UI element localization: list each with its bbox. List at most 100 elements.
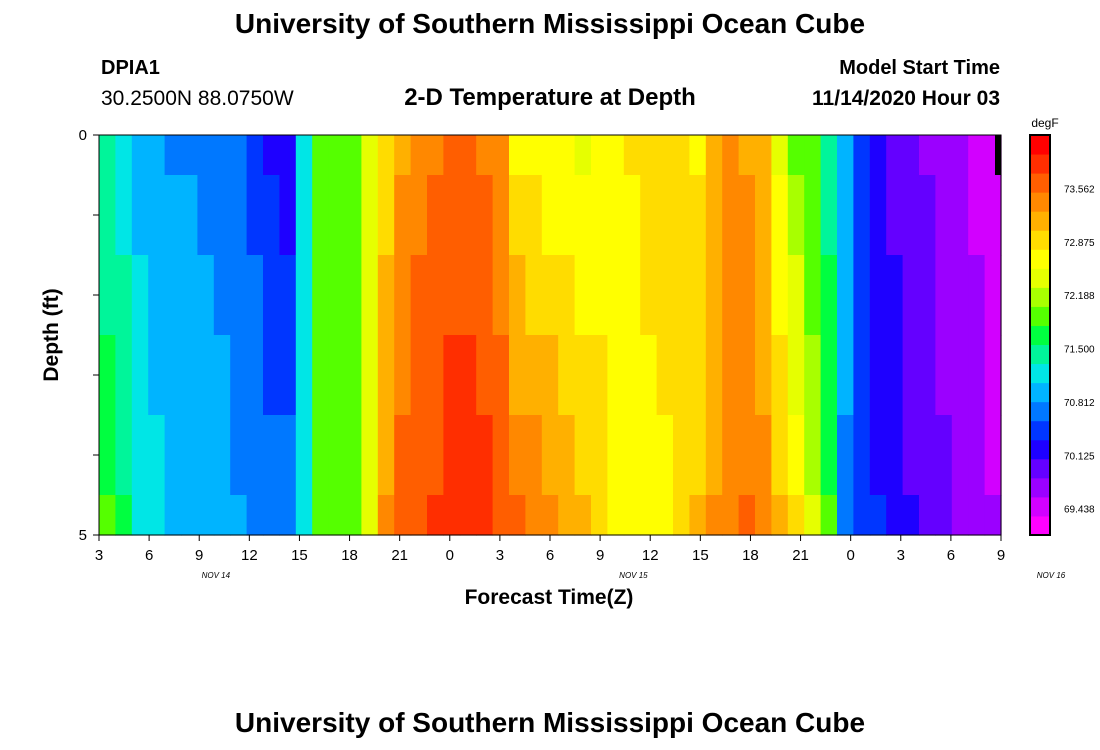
heatmap-cell <box>755 335 772 416</box>
heatmap-cell <box>492 135 510 176</box>
heatmap-cell <box>99 255 116 336</box>
heatmap-cell <box>886 335 904 416</box>
colorbar-swatch <box>1030 382 1050 403</box>
colorbar: degF 73.562 72.875 72.188 71.500 70.812 70.125… <box>1029 116 1095 536</box>
heatmap-cell <box>295 175 313 256</box>
heatmap-cell <box>607 135 625 176</box>
x-tick-label: 15 <box>692 547 709 564</box>
colorbar-swatch <box>1030 230 1050 250</box>
heatmap-cell <box>181 415 198 496</box>
heatmap-cell <box>623 495 641 536</box>
heatmap-cell <box>131 255 149 336</box>
heatmap-cell <box>820 175 838 256</box>
heatmap-cell <box>99 495 116 536</box>
colorbar-units: degF <box>1031 116 1058 130</box>
heatmap-cell <box>525 335 543 416</box>
heatmap-cell <box>886 135 904 176</box>
heatmap-cell <box>935 415 953 496</box>
heatmap-cell <box>312 415 330 496</box>
heatmap-cell <box>919 495 936 536</box>
heatmap-cell <box>673 135 690 176</box>
colorbar-swatch <box>1030 135 1050 155</box>
heatmap-cell <box>197 135 215 176</box>
heatmap-cell <box>541 175 559 256</box>
heatmap-cell <box>148 495 166 536</box>
heatmap-cell <box>427 255 444 336</box>
heatmap-cell <box>197 495 215 536</box>
colorbar-swatch <box>1030 287 1050 307</box>
heatmap-cell <box>541 415 559 496</box>
heatmap-cell <box>443 335 461 416</box>
heatmap-cell <box>131 415 149 496</box>
heatmap-cell <box>476 135 494 176</box>
heatmap-cell <box>722 255 740 336</box>
heatmap-cell <box>541 135 559 176</box>
heatmap-cell <box>951 335 969 416</box>
heatmap-cell <box>673 255 690 336</box>
heatmap-cell <box>131 135 149 176</box>
x-tick-label: 6 <box>546 547 554 564</box>
heatmap-cell <box>755 495 772 536</box>
heatmap-cell <box>951 495 969 536</box>
heatmap-cell <box>787 415 805 496</box>
heatmap-cell <box>787 335 805 416</box>
heatmap-cell <box>312 135 330 176</box>
heatmap-cell <box>705 495 723 536</box>
heatmap-cell <box>181 135 198 176</box>
model-start-label: Model Start Time <box>839 57 1000 79</box>
heatmap-cell <box>820 135 838 176</box>
heatmap-cell <box>394 335 412 416</box>
heatmap-cell <box>230 135 248 176</box>
heatmap-cell <box>902 495 920 536</box>
heatmap-cell <box>263 135 280 176</box>
heatmap-cell <box>525 175 543 256</box>
heatmap-cell <box>837 255 854 336</box>
heatmap-cell <box>787 175 805 256</box>
heatmap-cell <box>492 175 510 256</box>
heatmap-cell <box>361 135 379 176</box>
heatmap-cell <box>787 495 805 536</box>
heatmap-cell <box>886 175 904 256</box>
colorbar-tick-label: 72.188 <box>1064 291 1095 302</box>
heatmap-cell <box>623 175 641 256</box>
heatmap-cell <box>279 415 297 496</box>
heatmap-cell <box>623 415 641 496</box>
heatmap-cell <box>148 415 166 496</box>
date-label: NOV 16 <box>1037 571 1066 580</box>
heatmap-cell <box>558 255 576 336</box>
heatmap-cell <box>361 335 379 416</box>
x-axis-label: Forecast Time(Z) <box>465 586 634 609</box>
heatmap-cell <box>771 415 789 496</box>
heatmap-cell <box>345 335 362 416</box>
heatmap-cell <box>623 335 641 416</box>
heatmap-cell <box>968 255 986 336</box>
heatmap-cell <box>328 175 346 256</box>
colorbar-swatch <box>1030 249 1050 269</box>
heatmap-cell <box>640 495 658 536</box>
heatmap-cell <box>919 255 936 336</box>
heatmap-cell <box>377 135 395 176</box>
heatmap-cell <box>361 415 379 496</box>
heatmap-cell <box>427 175 444 256</box>
heatmap-cell <box>755 415 772 496</box>
heatmap-cell <box>361 255 379 336</box>
heatmap-cell <box>115 175 133 256</box>
heatmap-cell <box>607 175 625 256</box>
x-tick-label: 12 <box>241 547 258 564</box>
heatmap-cell <box>394 495 412 536</box>
heatmap-cell <box>640 135 658 176</box>
heatmap-cell <box>574 255 592 336</box>
heatmap-cell <box>722 495 740 536</box>
heatmap-cell <box>410 415 428 496</box>
heatmap-cell <box>410 255 428 336</box>
heatmap-cell <box>656 415 674 496</box>
heatmap-cell <box>410 175 428 256</box>
heatmap-cell <box>459 335 477 416</box>
heatmap-cell <box>377 175 395 256</box>
heatmap-cell <box>345 495 362 536</box>
colorbar-swatch <box>1030 439 1050 460</box>
heatmap-cell <box>131 335 149 416</box>
heatmap-cell <box>623 255 641 336</box>
heatmap-cell <box>509 175 526 256</box>
x-tick-label: 18 <box>742 547 759 564</box>
